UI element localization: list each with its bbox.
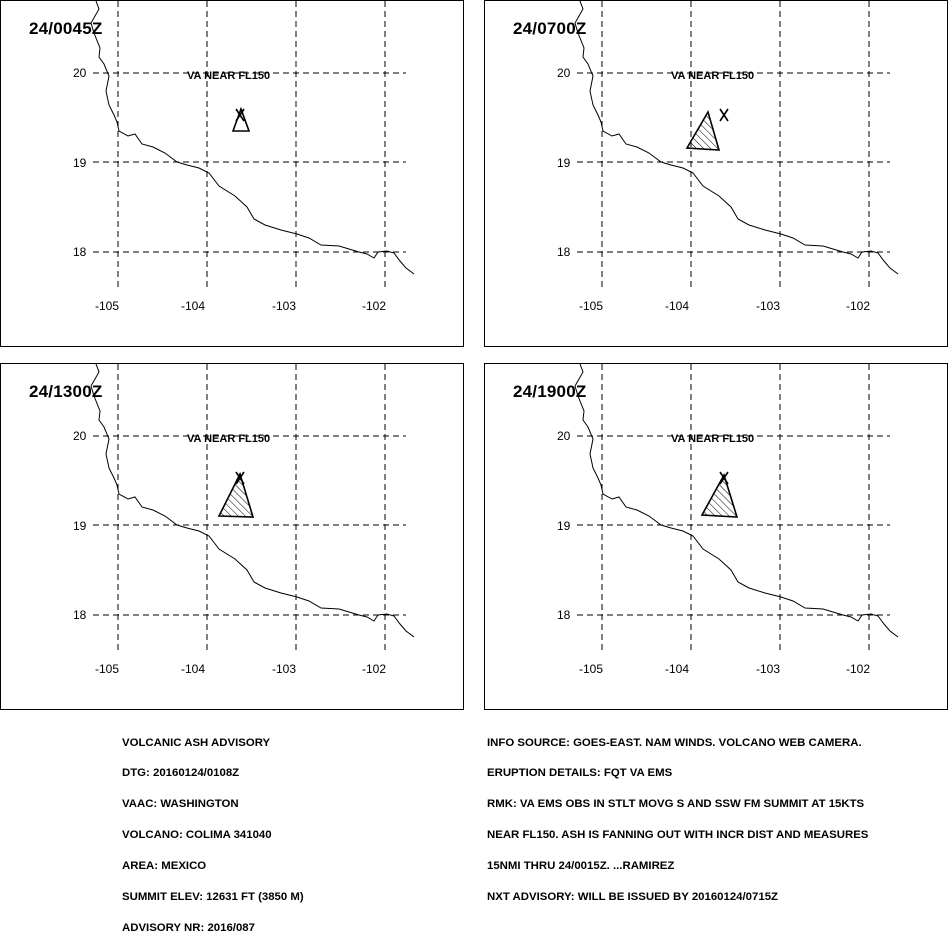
lat-label: 19: [557, 156, 571, 170]
lat-label: 20: [73, 429, 87, 443]
lat-label: 18: [73, 608, 87, 622]
map-canvas: 20 19 18 -105 -104 -103 -102: [73, 1, 415, 313]
coastline: [90, 1, 415, 275]
advisory-right: INFO SOURCE: GOES-EAST. NAM WINDS. VOLCA…: [487, 717, 868, 913]
advisory-line: DTG: 20160124/0108Z: [122, 767, 240, 780]
volcano-x-icon: [235, 471, 245, 485]
lon-label: -103: [272, 299, 296, 313]
advisory-line: VAAC: WASHINGTON: [122, 798, 239, 811]
map-canvas: 20 19 18 -105 -104 -103 -102: [557, 364, 899, 676]
advisory-line: INFO SOURCE: GOES-EAST. NAM WINDS. VOLCA…: [487, 736, 862, 749]
lat-label: 18: [557, 245, 571, 259]
lat-label: 20: [557, 429, 571, 443]
advisory-line: 15NMI THRU 24/0015Z. ...RAMIREZ: [487, 860, 675, 873]
panel-1: 20 19 18 -105 -104 -103 -102 24/0045Z VA NEAR …: [0, 0, 464, 347]
advisory-line: NEAR FL150. ASH IS FANNING OUT WITH INCR…: [487, 829, 869, 842]
volcano-x-icon: [719, 108, 729, 122]
va-label: VA NEAR FL150: [187, 433, 271, 445]
lon-label: -102: [362, 662, 386, 676]
volcano-x-icon: [235, 108, 245, 122]
lon-label: -104: [181, 662, 205, 676]
lon-label: -103: [756, 662, 780, 676]
volcano-x-icon: [719, 471, 729, 485]
lon-label: -104: [181, 299, 205, 313]
lat-label: 19: [73, 156, 87, 170]
panel-time: 24/0045Z: [29, 19, 103, 38]
lat-label: 18: [73, 245, 87, 259]
coastline: [574, 1, 899, 275]
lat-label: 19: [73, 519, 87, 533]
va-label: VA NEAR FL150: [671, 433, 755, 445]
lat-label: 18: [557, 608, 571, 622]
panel-time: 24/1900Z: [513, 382, 587, 401]
map-canvas: 20 19 18 -105 -104 -103 -102: [557, 1, 899, 313]
advisory-left: VOLCANIC ASH ADVISORY DTG: 20160124/0108…: [122, 717, 304, 944]
lat-label: 20: [557, 66, 571, 80]
advisory-line: RMK: VA EMS OBS IN STLT MOVG S AND SSW F…: [487, 798, 865, 811]
advisory-line: ADVISORY NR: 2016/087: [122, 921, 255, 934]
panel-2: 20 19 18 -105 -104 -103 -102 24/0700Z VA NEAR …: [484, 0, 948, 347]
advisory-line: ERUPTION DETAILS: FQT VA EMS: [487, 767, 673, 780]
advisory-line: NXT ADVISORY: WILL BE ISSUED BY 20160124…: [487, 891, 778, 904]
lon-label: -102: [362, 299, 386, 313]
lon-label: -103: [272, 662, 296, 676]
panel-time: 24/1300Z: [29, 382, 103, 401]
ash-area-polygon: [700, 472, 739, 518]
coastline: [574, 364, 899, 638]
va-label: VA NEAR FL150: [187, 70, 271, 82]
lat-label: 19: [557, 519, 571, 533]
panel-3: 20 19 18 -105 -104 -103 -102 24/1300Z VA NEAR …: [0, 363, 464, 710]
lon-label: -105: [579, 299, 603, 313]
advisory-line: AREA: MEXICO: [122, 860, 207, 873]
va-label: VA NEAR FL150: [671, 70, 755, 82]
lon-label: -102: [846, 299, 870, 313]
lon-label: -105: [95, 662, 119, 676]
advisory-line: VOLCANIC ASH ADVISORY: [122, 736, 271, 749]
lon-label: -104: [665, 299, 689, 313]
advisory-line: SUMMIT ELEV: 12631 FT (3850 M): [122, 891, 304, 904]
map-canvas: 20 19 18 -105 -104 -103 -102: [73, 364, 415, 676]
coastline: [90, 364, 415, 638]
lon-label: -105: [95, 299, 119, 313]
lon-label: -104: [665, 662, 689, 676]
advisory-line: VOLCANO: COLIMA 341040: [122, 829, 272, 842]
panel-4: 20 19 18 -105 -104 -103 -102 24/1900Z VA NEAR …: [484, 363, 948, 710]
ash-area-polygon: [685, 109, 721, 151]
lon-label: -103: [756, 299, 780, 313]
panel-time: 24/0700Z: [513, 19, 587, 38]
lon-label: -102: [846, 662, 870, 676]
ash-area-polygon: [217, 471, 255, 518]
lat-label: 20: [73, 66, 87, 80]
lon-label: -105: [579, 662, 603, 676]
